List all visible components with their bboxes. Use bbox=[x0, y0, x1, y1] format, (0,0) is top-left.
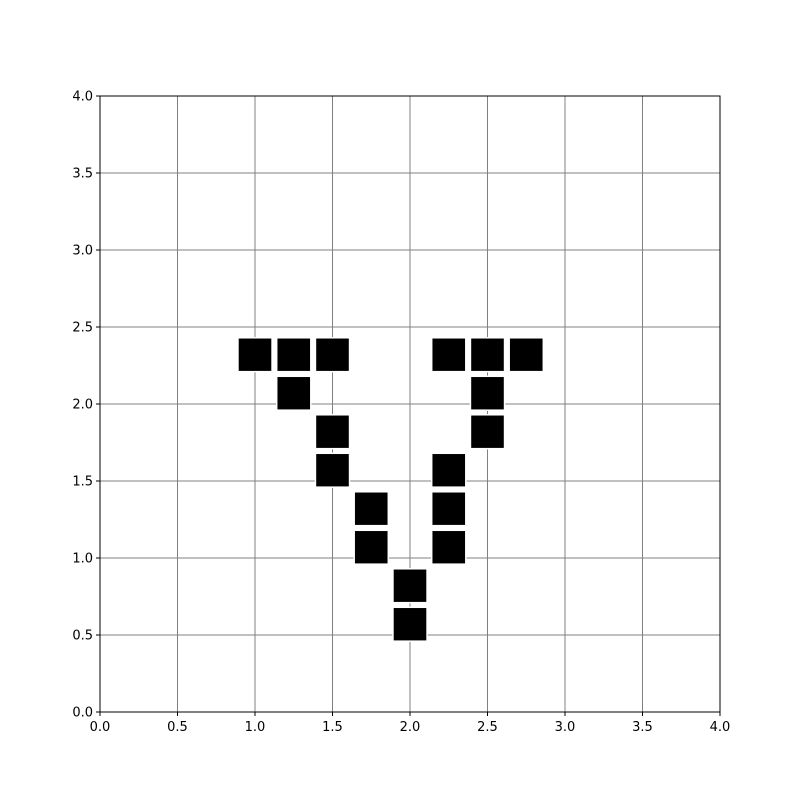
y-tick-label: 2.5 bbox=[72, 321, 93, 336]
data-point bbox=[275, 337, 312, 373]
data-point bbox=[275, 375, 312, 411]
data-point bbox=[430, 337, 467, 373]
y-tick-label: 4.0 bbox=[72, 90, 93, 105]
grid-lines bbox=[99, 95, 721, 713]
x-tick-label: 1.5 bbox=[322, 720, 343, 735]
data-point bbox=[469, 375, 506, 411]
x-tick-label: 3.0 bbox=[555, 720, 576, 735]
data-point bbox=[237, 337, 273, 373]
data-point bbox=[392, 606, 428, 642]
x-tick-label: 1.0 bbox=[245, 720, 266, 735]
axis-ticks: 0.0 0.5 1.0 1.5 2.0 2.5 3.0 3.5 4.0 0.0 0.5 1.0 1.5 2… bbox=[72, 90, 730, 736]
x-tick-label: 0.5 bbox=[167, 720, 188, 735]
data-point bbox=[353, 529, 390, 565]
data-point bbox=[353, 491, 390, 527]
x-tick-label: 4.0 bbox=[710, 720, 731, 735]
x-tick-label: 2.5 bbox=[477, 720, 498, 735]
y-tick-label: 3.5 bbox=[72, 167, 93, 182]
x-tick-label: 0.0 bbox=[90, 720, 111, 735]
data-point bbox=[314, 337, 351, 373]
data-point bbox=[392, 568, 428, 604]
y-tick-label: 1.0 bbox=[72, 552, 93, 567]
x-tick-label: 2.0 bbox=[400, 720, 421, 735]
y-tick-label: 0.5 bbox=[72, 629, 93, 644]
data-point bbox=[469, 337, 506, 373]
data-point bbox=[314, 414, 351, 450]
data-point bbox=[314, 452, 351, 488]
data-markers bbox=[237, 337, 545, 642]
y-tick-label: 1.5 bbox=[72, 475, 93, 490]
x-tick-label: 3.5 bbox=[632, 720, 653, 735]
data-point bbox=[430, 529, 467, 565]
data-point bbox=[430, 452, 467, 488]
y-tick-label: 3.0 bbox=[72, 244, 93, 259]
data-point bbox=[508, 337, 545, 373]
data-point bbox=[469, 414, 506, 450]
data-point bbox=[430, 491, 467, 527]
y-tick-label: 2.0 bbox=[72, 398, 93, 413]
y-tick-label: 0.0 bbox=[72, 706, 93, 721]
